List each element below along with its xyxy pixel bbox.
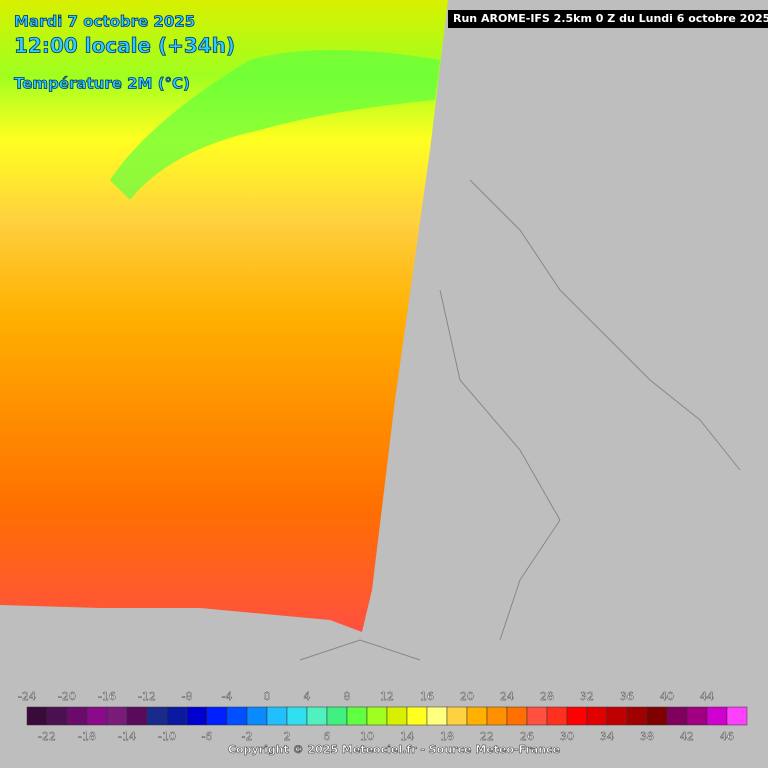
- color-swatch: [246, 706, 268, 726]
- color-swatch: [406, 706, 428, 726]
- legend: -24 -20 -16 -12 -8 -4 0 4 8 12 16 20 24 28 32 36 40 44-22…: [18, 690, 748, 743]
- color-swatch: [466, 706, 488, 726]
- color-swatch: [426, 706, 448, 726]
- color-swatch: [546, 706, 568, 726]
- legend-tick: 10: [360, 730, 374, 743]
- copyright: Copyright © 2025 Meteociel.fr - Source M…: [228, 743, 560, 756]
- legend-tick: -4: [222, 690, 233, 703]
- legend-tick: 6: [324, 730, 331, 743]
- legend-tick: 30: [560, 730, 574, 743]
- legend-tick: -22: [38, 730, 56, 743]
- legend-tick: -8: [182, 690, 193, 703]
- color-swatch: [386, 706, 408, 726]
- legend-tick: -12: [138, 690, 156, 703]
- legend-tick: 42: [680, 730, 694, 743]
- run-info: Run AROME-IFS 2.5km 0 Z du Lundi 6 octob…: [453, 12, 768, 25]
- legend-tick: 24: [500, 690, 514, 703]
- color-swatch: [366, 706, 388, 726]
- legend-tick: -16: [98, 690, 116, 703]
- legend-tick: 38: [640, 730, 654, 743]
- temperature-field: [0, 0, 448, 632]
- cold-area: [110, 50, 440, 200]
- color-swatch: [626, 706, 648, 726]
- legend-tick: -24: [18, 690, 36, 703]
- legend-tick: 36: [620, 690, 634, 703]
- color-swatch: [126, 706, 148, 726]
- color-swatch: [326, 706, 348, 726]
- color-swatch: [46, 706, 68, 726]
- color-swatch: [506, 706, 528, 726]
- legend-tick: 32: [580, 690, 594, 703]
- legend-tick: 22: [480, 730, 494, 743]
- legend-tick: 4: [304, 690, 311, 703]
- color-swatch: [106, 706, 128, 726]
- color-swatch: [686, 706, 708, 726]
- color-swatch: [486, 706, 508, 726]
- legend-tick: -18: [78, 730, 96, 743]
- legend-tick: 16: [420, 690, 434, 703]
- legend-tick: -2: [242, 730, 253, 743]
- legend-tick: 26: [520, 730, 534, 743]
- color-swatch: [206, 706, 228, 726]
- color-swatch: [666, 706, 688, 726]
- legend-tick: -20: [58, 690, 76, 703]
- time: 12:00 locale (+34h): [14, 34, 235, 58]
- run-box: [448, 10, 768, 28]
- date: Mardi 7 octobre 2025: [14, 13, 195, 31]
- legend-tick: -6: [202, 730, 213, 743]
- legend-tick: 44: [700, 690, 714, 703]
- legend-tick: 40: [660, 690, 674, 703]
- color-swatch: [566, 706, 588, 726]
- legend-tick: 14: [400, 730, 414, 743]
- color-swatch: [26, 706, 48, 726]
- coastline: [299, 179, 741, 661]
- color-swatch: [66, 706, 88, 726]
- color-swatch: [706, 706, 728, 726]
- color-swatch: [286, 706, 308, 726]
- color-swatch: [346, 706, 368, 726]
- color-swatch: [186, 706, 208, 726]
- color-swatch: [526, 706, 548, 726]
- color-swatch: [726, 706, 748, 726]
- legend-tick: 12: [380, 690, 394, 703]
- legend-tick: 20: [460, 690, 474, 703]
- color-swatch: [146, 706, 168, 726]
- legend-tick: 28: [540, 690, 554, 703]
- legend-tick: 34: [600, 730, 614, 743]
- color-swatch: [86, 706, 108, 726]
- legend-tick: 46: [720, 730, 734, 743]
- legend-tick: 18: [440, 730, 454, 743]
- color-swatch: [266, 706, 288, 726]
- legend-tick: 8: [344, 690, 351, 703]
- legend-tick: -14: [118, 730, 136, 743]
- color-swatch: [606, 706, 628, 726]
- legend-tick: 0: [264, 690, 271, 703]
- color-swatch: [586, 706, 608, 726]
- color-swatch: [226, 706, 248, 726]
- color-swatch: [306, 706, 328, 726]
- parameter: Température 2M (°C): [14, 75, 190, 93]
- legend-tick: -10: [158, 730, 176, 743]
- color-swatch: [446, 706, 468, 726]
- legend-tick: 2: [284, 730, 291, 743]
- legend-area: [0, 685, 768, 768]
- color-swatch: [166, 706, 188, 726]
- color-swatch: [646, 706, 668, 726]
